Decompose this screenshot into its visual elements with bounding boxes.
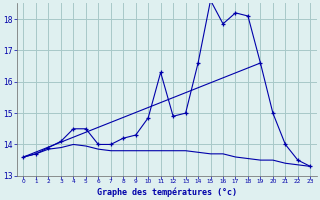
- X-axis label: Graphe des températures (°c): Graphe des températures (°c): [97, 187, 237, 197]
